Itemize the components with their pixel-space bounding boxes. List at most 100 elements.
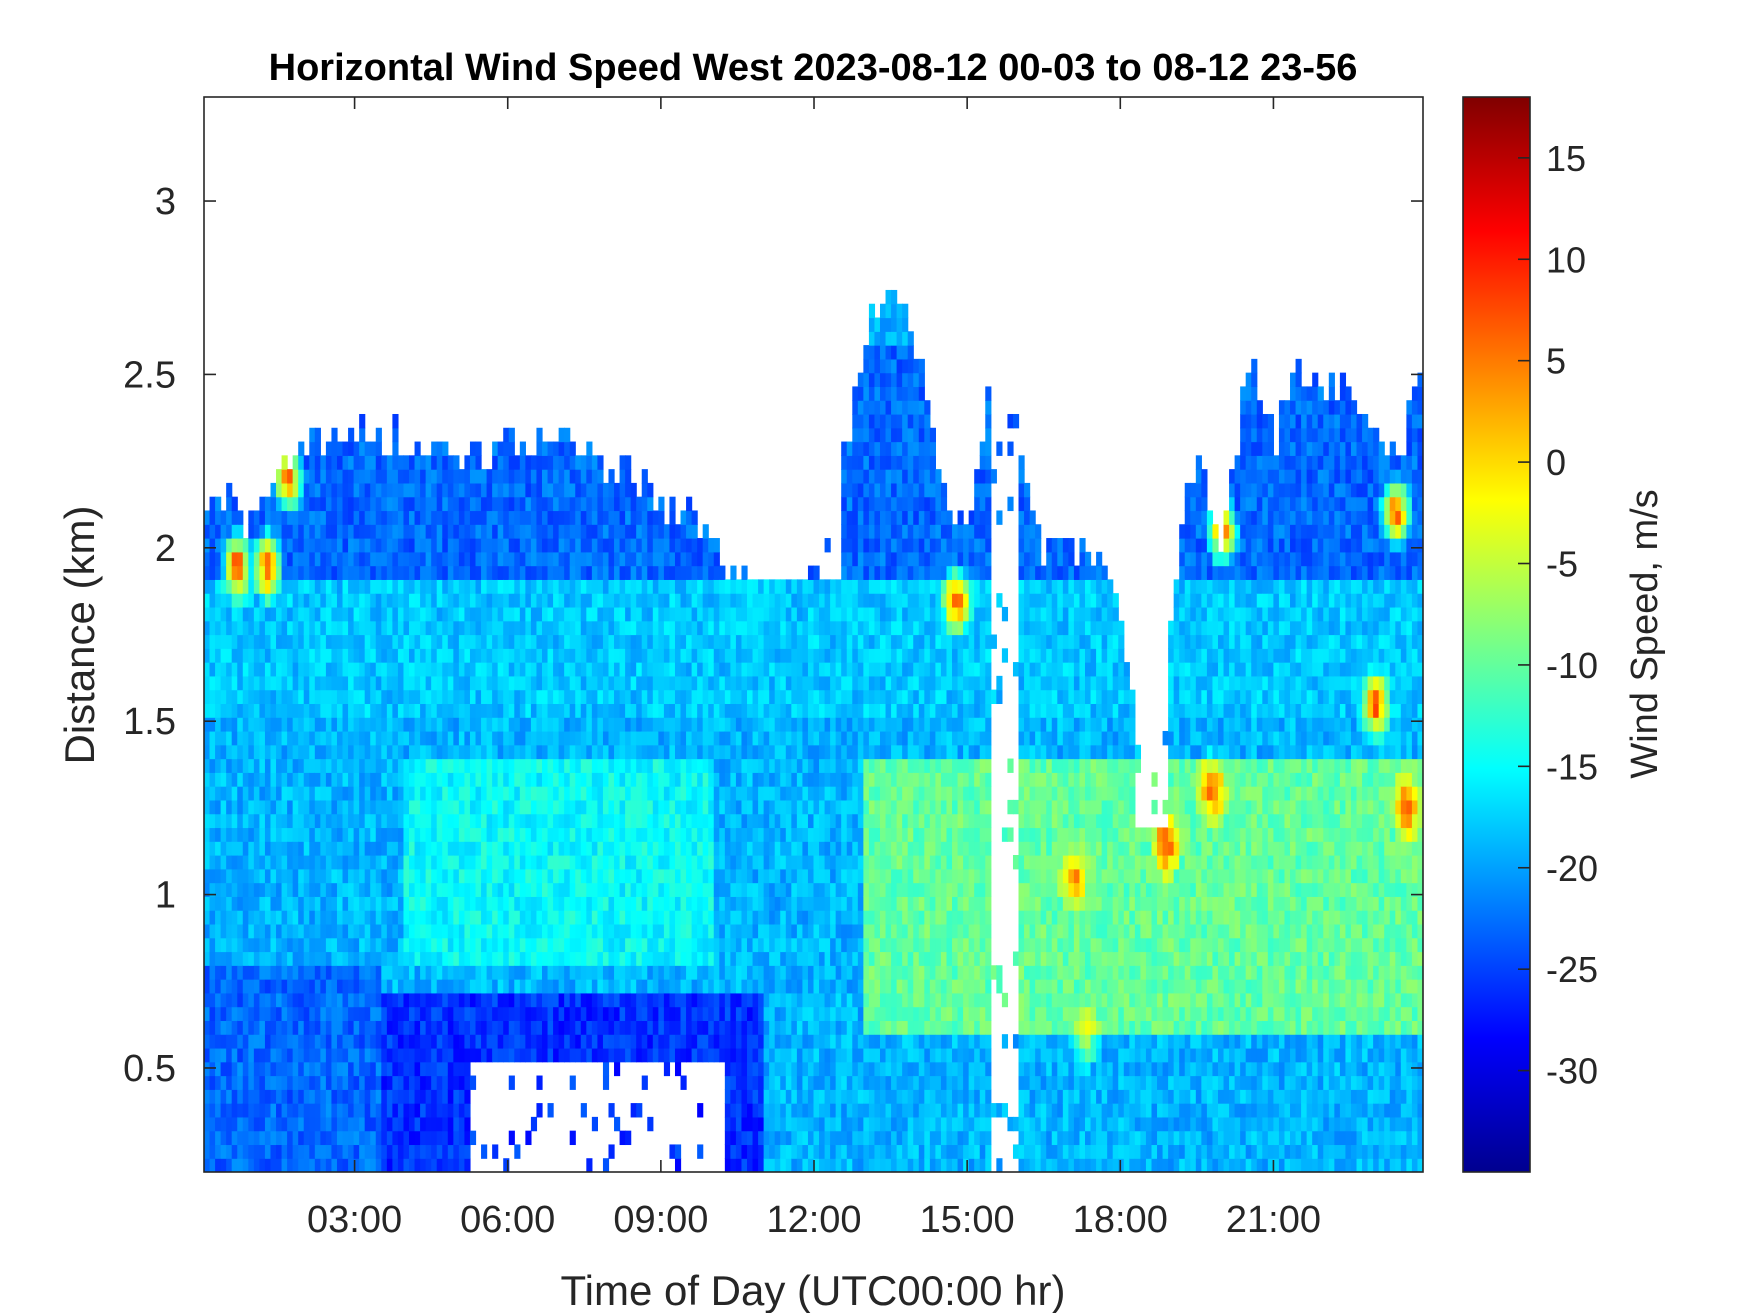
heatmap-cell <box>597 648 604 663</box>
heatmap-cell <box>519 730 526 746</box>
heatmap-cell <box>519 579 526 594</box>
heatmap-cell <box>497 496 504 512</box>
heatmap-cell <box>508 441 515 456</box>
heatmap-cell <box>292 937 299 953</box>
heatmap-cell <box>741 1006 748 1021</box>
heatmap-cell <box>342 827 349 842</box>
heatmap-cell <box>719 703 726 718</box>
heatmap-cell <box>658 992 665 1008</box>
heatmap-cell <box>497 758 504 773</box>
heatmap-cell <box>542 799 549 815</box>
heatmap-cell <box>619 524 626 539</box>
heatmap-cell <box>735 951 743 966</box>
heatmap-cell <box>425 799 432 815</box>
heatmap-cell <box>331 855 338 870</box>
heatmap-cell <box>525 510 532 525</box>
heatmap-cell <box>447 662 454 677</box>
heatmap-cell <box>458 620 466 636</box>
heatmap-cell <box>320 565 327 580</box>
heatmap-cell <box>386 1158 393 1172</box>
heatmap-cell <box>547 510 554 525</box>
heatmap-cell <box>425 620 432 636</box>
heatmap-cell <box>691 896 698 911</box>
heatmap-cell <box>281 689 288 705</box>
heatmap-cell <box>713 744 720 760</box>
heatmap-cell <box>403 662 410 677</box>
heatmap-cell <box>248 689 255 705</box>
heatmap-cell <box>747 937 754 953</box>
heatmap-cell <box>364 662 371 677</box>
heatmap-cell <box>697 634 704 649</box>
heatmap-cell <box>475 703 482 718</box>
heatmap-cell <box>713 717 720 732</box>
heatmap-cell <box>370 730 377 746</box>
heatmap-cell <box>209 703 216 718</box>
heatmap-cell <box>697 855 704 870</box>
heatmap-cell <box>370 744 377 760</box>
heatmap-cell <box>625 827 632 842</box>
heatmap-cell <box>353 1116 360 1132</box>
heatmap-cell <box>359 413 366 429</box>
heatmap-cell <box>564 1034 571 1049</box>
heatmap-cell <box>298 868 305 884</box>
heatmap-cell <box>674 524 682 539</box>
heatmap-cell <box>237 538 244 553</box>
heatmap-cell <box>691 634 698 649</box>
heatmap-cell <box>204 744 211 760</box>
heatmap-cell <box>303 1103 310 1118</box>
heatmap-cell <box>702 868 709 884</box>
heatmap-cell <box>231 648 238 663</box>
heatmap-cell <box>342 620 349 636</box>
heatmap-cell <box>431 620 438 636</box>
heatmap-cell <box>442 648 449 663</box>
heatmap-cell <box>231 910 238 925</box>
heatmap-cell <box>785 634 792 649</box>
heatmap-cell <box>636 882 643 897</box>
heatmap-cell <box>270 634 277 649</box>
heatmap-cell <box>392 937 399 953</box>
heatmap-cell <box>281 1144 288 1159</box>
heatmap-cell <box>758 1047 765 1063</box>
heatmap-cell <box>204 1020 211 1035</box>
heatmap-cell <box>370 1130 377 1146</box>
heatmap-cell <box>591 813 598 829</box>
heatmap-cell <box>752 1116 759 1132</box>
heatmap-cell <box>397 730 405 746</box>
heatmap-cell <box>325 496 333 512</box>
heatmap-cell <box>647 689 654 705</box>
heatmap-cell <box>231 1116 238 1132</box>
heatmap-cell <box>453 469 460 484</box>
heatmap-cell <box>359 606 366 622</box>
heatmap-cell <box>647 662 654 677</box>
heatmap-cell <box>735 1103 743 1118</box>
heatmap-cell <box>287 524 294 539</box>
heatmap-cell <box>735 813 743 829</box>
heatmap-cell <box>425 689 432 705</box>
heatmap-cell <box>348 896 355 911</box>
heatmap-cell <box>547 606 554 622</box>
heatmap-cell <box>575 951 582 966</box>
heatmap-cell <box>625 786 632 801</box>
heatmap-cell <box>503 827 510 842</box>
heatmap-cell <box>242 841 249 856</box>
heatmap-cell <box>331 786 338 801</box>
heatmap-cell <box>641 717 648 732</box>
heatmap-cell <box>298 1130 305 1146</box>
heatmap-cell <box>630 910 637 925</box>
heatmap-cell <box>331 565 338 580</box>
heatmap-cell <box>702 648 709 663</box>
heatmap-cell <box>420 510 427 525</box>
heatmap-cell <box>226 979 233 994</box>
heatmap-cell <box>708 538 715 553</box>
heatmap-cell <box>458 1144 466 1159</box>
heatmap-cell <box>442 482 449 498</box>
heatmap-cell <box>364 772 371 787</box>
heatmap-cell <box>580 662 587 677</box>
heatmap-cell <box>314 868 321 884</box>
heatmap-cell <box>697 579 704 594</box>
heatmap-cell <box>575 510 582 525</box>
heatmap-cell <box>625 482 632 498</box>
heatmap-cell <box>359 1034 366 1049</box>
heatmap-cell <box>204 923 211 939</box>
heatmap-cell <box>436 868 443 884</box>
